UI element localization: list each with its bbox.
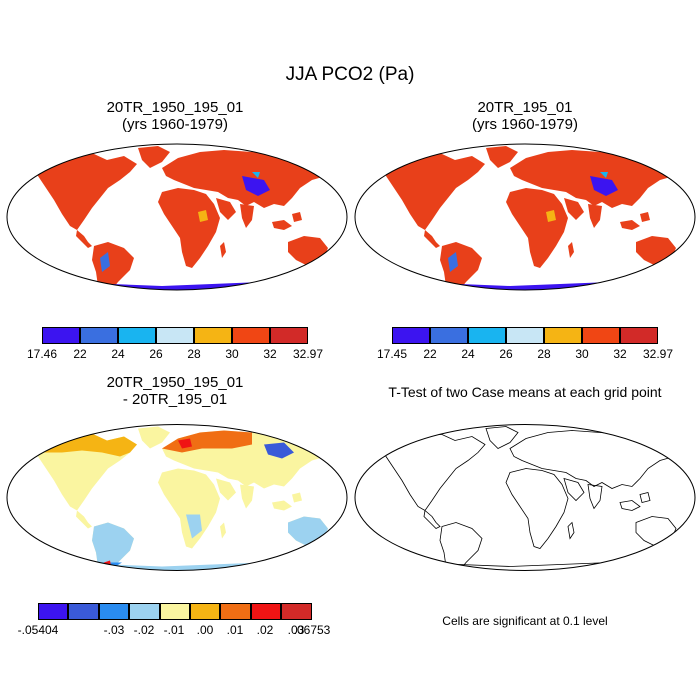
panel2-andes-region [448, 252, 458, 272]
colorbar-1-label-2: 24 [111, 347, 125, 361]
panel2-land [380, 146, 690, 290]
colorbar-1-label-6: 32 [263, 347, 277, 361]
significance-note: Cells are significant at 0.1 level [442, 614, 608, 628]
figure-title: JJA PCO2 (Pa) [285, 64, 415, 85]
panel3-antarctica [22, 562, 342, 571]
colorbar-3-label-1: -.03 [103, 623, 125, 637]
panel3-map-outline [6, 424, 348, 571]
colorbar-3-box-6 [220, 603, 251, 620]
colorbar-3-box-5 [190, 603, 221, 620]
colorbar-3-label-6: .02 [256, 623, 274, 637]
colorbar-3-label-8: .06753 [293, 623, 331, 637]
colorbar-1-box-1 [80, 327, 118, 344]
panel1-andes-region [100, 252, 110, 272]
panel1-antarctica [22, 282, 342, 290]
colorbar-3-label-5: .01 [226, 623, 244, 637]
panel2-map-outline [354, 143, 696, 291]
colorbar-2-label-2: 24 [461, 347, 475, 361]
colorbar-2-box-2 [468, 327, 506, 344]
panel1-title-line2: (yrs 1960-1979) [122, 116, 228, 133]
panel2-blue-region [590, 176, 618, 196]
panel2-map [354, 143, 696, 291]
colorbar-2-label-6: 32 [613, 347, 627, 361]
colorbar-3-label-3: -.01 [163, 623, 185, 637]
panel3-title: 20TR_1950_195_01 - 20TR_195_01 [0, 374, 350, 408]
panel1-lightblue-region [252, 172, 260, 178]
colorbar-2-box-1 [430, 327, 468, 344]
colorbar-2-label-3: 26 [499, 347, 513, 361]
colorbar-1-label-3: 26 [149, 347, 163, 361]
panel4-map [354, 424, 696, 571]
colorbar-2-label-4: 28 [537, 347, 551, 361]
panel3-south-america [92, 522, 134, 571]
panel3-australia [288, 516, 328, 547]
panel4-title-line1: T-Test of two Case means at each grid po… [388, 384, 662, 400]
panel2-antarctica [370, 282, 690, 290]
colorbar-3-box-4 [159, 603, 190, 620]
panel3-africa-south [186, 514, 202, 539]
panel1-map [6, 143, 348, 291]
colorbar-3-box-7 [250, 603, 282, 620]
panel2-title-line1: 20TR_195_01 [477, 99, 573, 116]
panel1-title: 20TR_1950_195_01 (yrs 1960-1979) [0, 99, 350, 133]
colorbar-1-label-7: 32.97 [292, 347, 324, 361]
colorbar-1-box-4 [194, 327, 232, 344]
panel3-hot-spot [178, 438, 192, 449]
colorbar-1-label-1: 22 [73, 347, 87, 361]
colorbar-1-box-2 [118, 327, 156, 344]
colorbar-1: 17.46 22 24 26 28 30 32 32.97 [27, 327, 323, 363]
panel1-map-outline [6, 143, 348, 291]
colorbar-3-label-0: -.05404 [17, 623, 59, 637]
panel4-antarctica [369, 562, 691, 571]
colorbar-1-box-5 [232, 327, 270, 344]
colorbar-2: 17.45 22 24 26 28 30 32 32.97 [377, 327, 673, 363]
colorbar-3-box-8 [281, 603, 312, 620]
panel2-orange-region [546, 210, 556, 222]
colorbar-1-box-0 [42, 327, 80, 344]
colorbar-2-box-0 [392, 327, 430, 344]
panel4-map-outline [354, 424, 696, 571]
colorbar-2-label-1: 22 [423, 347, 437, 361]
colorbar-1-label-0: 17.46 [26, 347, 58, 361]
colorbar-1-box-6 [270, 327, 308, 344]
colorbar-2-box-3 [506, 327, 544, 344]
colorbar-2-box-4 [544, 327, 582, 344]
colorbar-3-box-3 [129, 603, 160, 620]
panel1-orange-region [198, 210, 208, 222]
panel2-title: 20TR_195_01 (yrs 1960-1979) [350, 99, 700, 133]
colorbar-3-label-7: .03 [287, 623, 305, 637]
colorbar-2-box-5 [582, 327, 620, 344]
panel3-title-line1: 20TR_1950_195_01 [106, 374, 244, 391]
panel4-title: T-Test of two Case means at each grid po… [350, 384, 700, 401]
colorbar-2-box-6 [620, 327, 658, 344]
panel4-coastlines [379, 426, 691, 571]
panel3-map [6, 424, 348, 571]
colorbar-3-box-2 [98, 603, 130, 620]
colorbar-2-label-0: 17.45 [376, 347, 408, 361]
colorbar-3-box-0 [38, 603, 69, 620]
colorbar-3-label-4: .00 [196, 623, 214, 637]
colorbar-3-label-2: -.02 [133, 623, 155, 637]
colorbar-1-label-5: 30 [225, 347, 239, 361]
panel1-land [32, 146, 342, 290]
colorbar-3-box-1 [68, 603, 99, 620]
colorbar-2-label-7: 32.97 [642, 347, 674, 361]
colorbar-1-box-3 [156, 327, 194, 344]
colorbar-2-label-5: 30 [575, 347, 589, 361]
panel3-blue-asia [264, 442, 294, 459]
colorbar-1-label-4: 28 [187, 347, 201, 361]
panel2-title-line2: (yrs 1960-1979) [472, 116, 578, 133]
panel3-title-line2: - 20TR_195_01 [122, 391, 228, 408]
panel1-title-line1: 20TR_1950_195_01 [106, 99, 244, 116]
colorbar-3: -.05404 -.03 -.02 -.01 .00 .01 .02 .03 .… [18, 603, 330, 639]
panel2-lightblue-region [600, 172, 608, 178]
panel1-blue-region [242, 176, 270, 196]
